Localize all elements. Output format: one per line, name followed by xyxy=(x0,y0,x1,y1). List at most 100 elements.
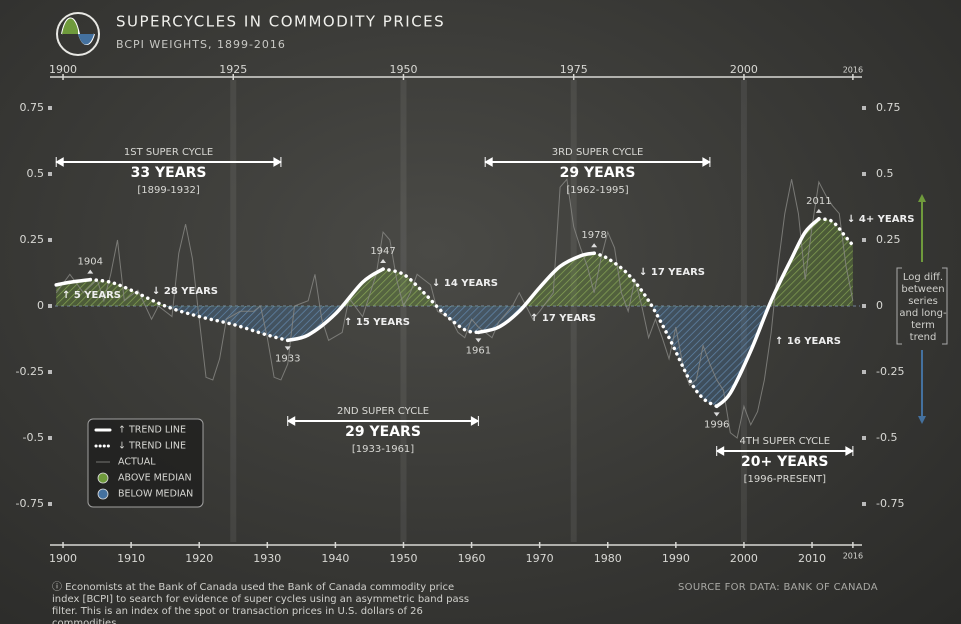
turning-point-label: 1978 xyxy=(581,230,606,241)
x-tick-label: 1950 xyxy=(389,552,417,565)
y2-tick-mark xyxy=(862,106,866,110)
x-tick-label: 1970 xyxy=(526,552,554,565)
legend-label: BELOW MEDIAN xyxy=(118,489,193,500)
phase-annotation: ↑ 17 YEARS xyxy=(530,313,596,324)
legend-swatch xyxy=(97,488,109,500)
turning-point-marker xyxy=(284,346,291,351)
top-tick-label: 1950 xyxy=(389,63,417,76)
top-tick-label: 2000 xyxy=(730,63,758,76)
cycle-duration: 29 YEARS xyxy=(560,165,636,181)
x-tick-label: 1980 xyxy=(594,552,622,565)
cycle-range: [1996-PRESENT] xyxy=(744,474,827,485)
y-tick-mark xyxy=(48,436,52,440)
legend-label: ↑ TREND LINE xyxy=(118,425,186,436)
cycle-range: [1933-1961] xyxy=(352,444,414,455)
x-tick-label: 2000 xyxy=(730,552,758,565)
cycle-arrowhead xyxy=(273,157,282,167)
x-tick-label: 1920 xyxy=(185,552,213,565)
right-note-arrows xyxy=(896,194,948,424)
turning-point-label: 1947 xyxy=(370,246,395,257)
phase-annotation: ↓ 17 YEARS xyxy=(639,267,705,278)
turning-point-marker xyxy=(713,412,720,417)
cycle-label: 4TH SUPER CYCLE xyxy=(740,436,831,447)
cycle-arrowhead xyxy=(55,157,64,167)
y2-tick-mark xyxy=(862,502,866,506)
y-tick-mark xyxy=(48,106,52,110)
turning-point-marker xyxy=(591,243,598,248)
y-tick-mark xyxy=(48,370,52,374)
cycle-range: [1899-1932] xyxy=(137,185,199,196)
turning-point-marker xyxy=(815,208,822,213)
legend-label: ↓ TREND LINE xyxy=(118,441,186,452)
cycle-duration: 33 YEARS xyxy=(131,165,207,181)
y-tick-label: 0 xyxy=(37,299,44,312)
x-tick-label: 2016 xyxy=(843,552,863,561)
cycle-arrowhead xyxy=(470,416,480,426)
cycle-label: 2ND SUPER CYCLE xyxy=(337,406,429,417)
legend-swatch xyxy=(97,472,109,484)
cycle-arrowhead xyxy=(484,157,493,167)
right-note: Log diff. between series and long-term t… xyxy=(899,272,947,343)
phase-annotation: ↓ 28 YEARS xyxy=(152,286,218,297)
phase-annotation: ↑ 16 YEARS xyxy=(775,336,841,347)
cycle-arrowhead xyxy=(286,416,296,426)
y2-tick-mark xyxy=(862,172,866,176)
y-tick-label: -0.5 xyxy=(23,431,44,444)
below-median-area xyxy=(90,306,853,407)
turning-point-marker xyxy=(87,269,94,274)
y-tick-mark xyxy=(48,238,52,242)
top-tick-label: 2016 xyxy=(843,66,863,75)
y2-tick-label: 0.75 xyxy=(876,101,901,114)
turning-point-marker xyxy=(475,338,482,343)
x-tick-label: 1960 xyxy=(458,552,486,565)
legend-label: ACTUAL xyxy=(118,457,156,468)
cycle-duration: 29 YEARS xyxy=(345,424,421,440)
y2-tick-mark xyxy=(862,370,866,374)
turning-point-label: 1961 xyxy=(466,345,491,356)
turning-point-marker xyxy=(380,259,387,264)
cycle-range: [1962-1995] xyxy=(566,185,628,196)
chart-subtitle: BCPI WEIGHTS, 1899-2016 xyxy=(116,38,286,51)
below-median-area xyxy=(56,306,819,407)
y-tick-label: -0.75 xyxy=(16,497,44,510)
x-tick-label: 1900 xyxy=(49,552,77,565)
y-tick-label: 0.25 xyxy=(20,233,45,246)
y-tick-mark xyxy=(48,502,52,506)
cycle-duration: 20+ YEARS xyxy=(741,454,829,470)
cycle-label: 3RD SUPER CYCLE xyxy=(552,147,644,158)
legend-label: ABOVE MEDIAN xyxy=(118,473,192,484)
x-tick-label: 1930 xyxy=(253,552,281,565)
phase-annotation: ↑ 15 YEARS xyxy=(344,317,410,328)
turning-point-label: 1904 xyxy=(78,257,103,268)
cycle-label: 1ST SUPER CYCLE xyxy=(124,147,213,158)
y2-tick-mark xyxy=(862,238,866,242)
turning-point-label: 2011 xyxy=(806,196,831,207)
trend-line xyxy=(54,217,821,409)
legend-box xyxy=(87,418,204,508)
trend-line xyxy=(88,217,855,409)
cycle-arrowhead xyxy=(702,157,711,167)
y2-tick-label: 0 xyxy=(876,299,883,312)
y2-tick-label: -0.5 xyxy=(876,431,897,444)
x-tick-label: 1910 xyxy=(117,552,145,565)
y2-tick-mark xyxy=(862,304,866,308)
phase-annotation: ↑ 5 YEARS xyxy=(62,290,121,301)
y-tick-label: 0.5 xyxy=(27,167,45,180)
turning-point-label: 1996 xyxy=(704,419,729,430)
phase-annotation: ↓ 4+ YEARS xyxy=(847,214,914,225)
top-tick-label: 1975 xyxy=(560,63,588,76)
y-tick-mark xyxy=(48,172,52,176)
top-tick-label: 1925 xyxy=(219,63,247,76)
footnote: ⓘ Economists at the Bank of Canada used … xyxy=(52,582,470,624)
y2-tick-label: 0.25 xyxy=(876,233,901,246)
chart-title: SUPERCYCLES IN COMMODITY PRICES xyxy=(116,13,445,31)
x-tick-label: 1990 xyxy=(662,552,690,565)
turning-point-label: 1933 xyxy=(275,353,300,364)
y2-tick-label: -0.25 xyxy=(876,365,904,378)
x-tick-label: 2010 xyxy=(798,552,826,565)
logo-icon xyxy=(56,12,100,56)
y-tick-label: -0.25 xyxy=(16,365,44,378)
x-tick-label: 1940 xyxy=(321,552,349,565)
